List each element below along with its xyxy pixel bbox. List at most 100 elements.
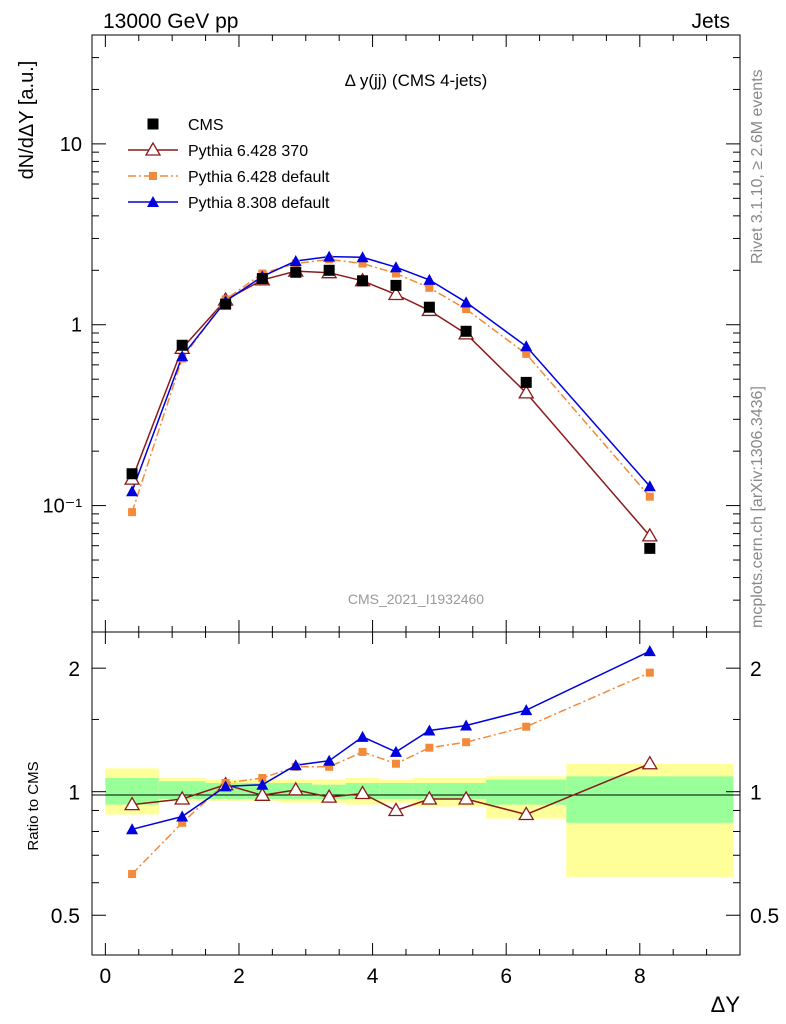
data-point-p8	[643, 480, 656, 492]
series-line-p6_370	[131, 270, 651, 537]
ratio-point-p6_default	[178, 818, 187, 827]
header-left-text: 13000 GeV pp	[103, 10, 238, 33]
ratio-y-axis-label: Ratio to CMS	[25, 761, 42, 850]
data-point-cms	[644, 542, 656, 554]
data-point-cms	[357, 275, 369, 287]
main-series-lines	[131, 255, 651, 537]
ratio-point-p8	[460, 719, 473, 731]
ratio-line-p6_370	[132, 763, 651, 816]
ratio-point-p8	[356, 730, 369, 742]
legend-label-p6_default: Pythia 6.428 default	[188, 169, 330, 186]
series-line-p6_default	[131, 258, 651, 513]
ratio-point-p6_370	[174, 790, 191, 805]
plot-title: Δ y(jj) (CMS 4-jets)	[345, 71, 488, 90]
data-point-cms	[126, 468, 138, 480]
ratio-data-markers	[123, 645, 658, 879]
mcplots-reference-text: mcplots.cern.ch [arXiv:1306.3436]	[749, 386, 766, 628]
data-point-p6_370	[518, 384, 535, 399]
ratio-point-p8	[389, 745, 402, 757]
main-y-tick-label: 10⁻¹	[43, 496, 83, 518]
data-point-p6_default	[358, 259, 367, 268]
main-axis-ticks: 10⁻¹ 1 10	[43, 34, 740, 633]
ratio-point-p6_370	[123, 796, 141, 811]
data-point-p6_default	[522, 349, 531, 358]
legend-marker-cms	[147, 118, 159, 130]
ratio-point-p8	[520, 704, 533, 716]
stat-uncertainty-band	[486, 779, 567, 805]
data-point-p8	[323, 250, 336, 262]
data-point-p8	[126, 485, 139, 497]
data-point-p8	[460, 296, 473, 308]
uncertainty-bands	[105, 763, 734, 877]
data-point-cms	[176, 339, 188, 351]
data-point-cms	[520, 376, 532, 388]
analysis-watermark: CMS_2021_I1932460	[348, 591, 484, 607]
data-point-p6_370	[641, 527, 658, 542]
data-point-cms	[390, 279, 402, 291]
ratio-x-tick-label: 6	[500, 965, 512, 988]
ratio-point-p6_default	[645, 668, 654, 677]
ratio-series-lines	[131, 650, 651, 875]
data-point-cms	[460, 325, 472, 337]
ratio-point-p8	[643, 645, 656, 657]
ratio-point-p6_370	[421, 790, 438, 805]
ratio-point-p8	[219, 780, 232, 792]
ratio-point-p6_370	[321, 788, 338, 803]
series-line-p8	[131, 255, 651, 492]
data-point-cms	[290, 266, 302, 278]
ratio-plot-frame	[91, 631, 741, 956]
legend-marker-p6_default	[149, 172, 157, 180]
main-y-axis-label: dN/dΔY [a.u.]	[16, 61, 38, 180]
ratio-y-tick-label: 2	[68, 658, 80, 681]
data-point-p6_default	[645, 492, 654, 501]
legend: CMS Pythia 6.428 370 Pythia 6.428 default P…	[128, 117, 330, 212]
data-point-p8	[423, 273, 436, 285]
main-data-markers	[123, 250, 658, 554]
ratio-y-tick-label: 1	[68, 782, 80, 805]
ratio-point-p6_default	[258, 773, 267, 782]
ratio-y-tick-label-right: 0.5	[750, 905, 779, 928]
ratio-point-p6_370	[287, 781, 304, 796]
legend-marker-p8	[147, 196, 159, 207]
ratio-x-tick-label: 4	[367, 965, 379, 988]
ratio-point-p8	[176, 810, 189, 822]
ratio-x-tick-label: 2	[233, 965, 245, 988]
ratio-point-p6_370	[354, 785, 371, 800]
main-y-tick-label: 1	[71, 315, 82, 337]
data-point-p6_370	[387, 286, 405, 301]
data-point-p8	[389, 261, 402, 273]
ratio-y-tick-label-right: 2	[750, 658, 762, 681]
ratio-plot-panel: 0.5 0.5 1 1 2 2 0 2 4 6 8 Ratio to CMS ΔY	[25, 631, 779, 1017]
data-point-p8	[176, 350, 189, 362]
ratio-point-p6_370	[641, 755, 658, 770]
data-point-p6_default	[391, 269, 400, 278]
ratio-point-p6_370	[457, 790, 475, 805]
ratio-point-p8	[256, 778, 269, 790]
stat-uncertainty-band	[566, 776, 734, 823]
data-point-p8	[520, 340, 533, 352]
ratio-point-p8	[423, 724, 436, 736]
ratio-point-p6_default	[425, 743, 434, 752]
data-point-p8	[289, 255, 302, 267]
header-right-text: Jets	[691, 10, 730, 33]
legend-label-p6_370: Pythia 6.428 370	[188, 143, 308, 160]
data-point-cms	[323, 264, 335, 276]
x-axis-label: ΔY	[711, 992, 741, 1017]
legend-marker-p6_370	[144, 141, 162, 156]
ratio-point-p8	[289, 759, 302, 771]
ratio-point-p6_default	[358, 747, 367, 756]
data-point-p8	[356, 251, 369, 263]
ratio-x-tick-label: 8	[634, 965, 646, 988]
data-point-cms	[220, 298, 232, 310]
ratio-y-tick-label: 0.5	[51, 905, 80, 928]
ratio-point-p6_default	[522, 722, 531, 731]
data-point-cms	[256, 273, 268, 285]
data-point-p6_default	[425, 283, 434, 292]
ratio-point-p6_370	[387, 802, 405, 817]
ratio-point-p6_default	[462, 738, 471, 747]
legend-label-p8: Pythia 8.308 default	[188, 195, 330, 212]
ratio-x-tick-label: 0	[100, 965, 112, 988]
ratio-y-tick-label-right: 1	[750, 782, 762, 805]
main-y-tick-label: 10	[60, 134, 82, 156]
